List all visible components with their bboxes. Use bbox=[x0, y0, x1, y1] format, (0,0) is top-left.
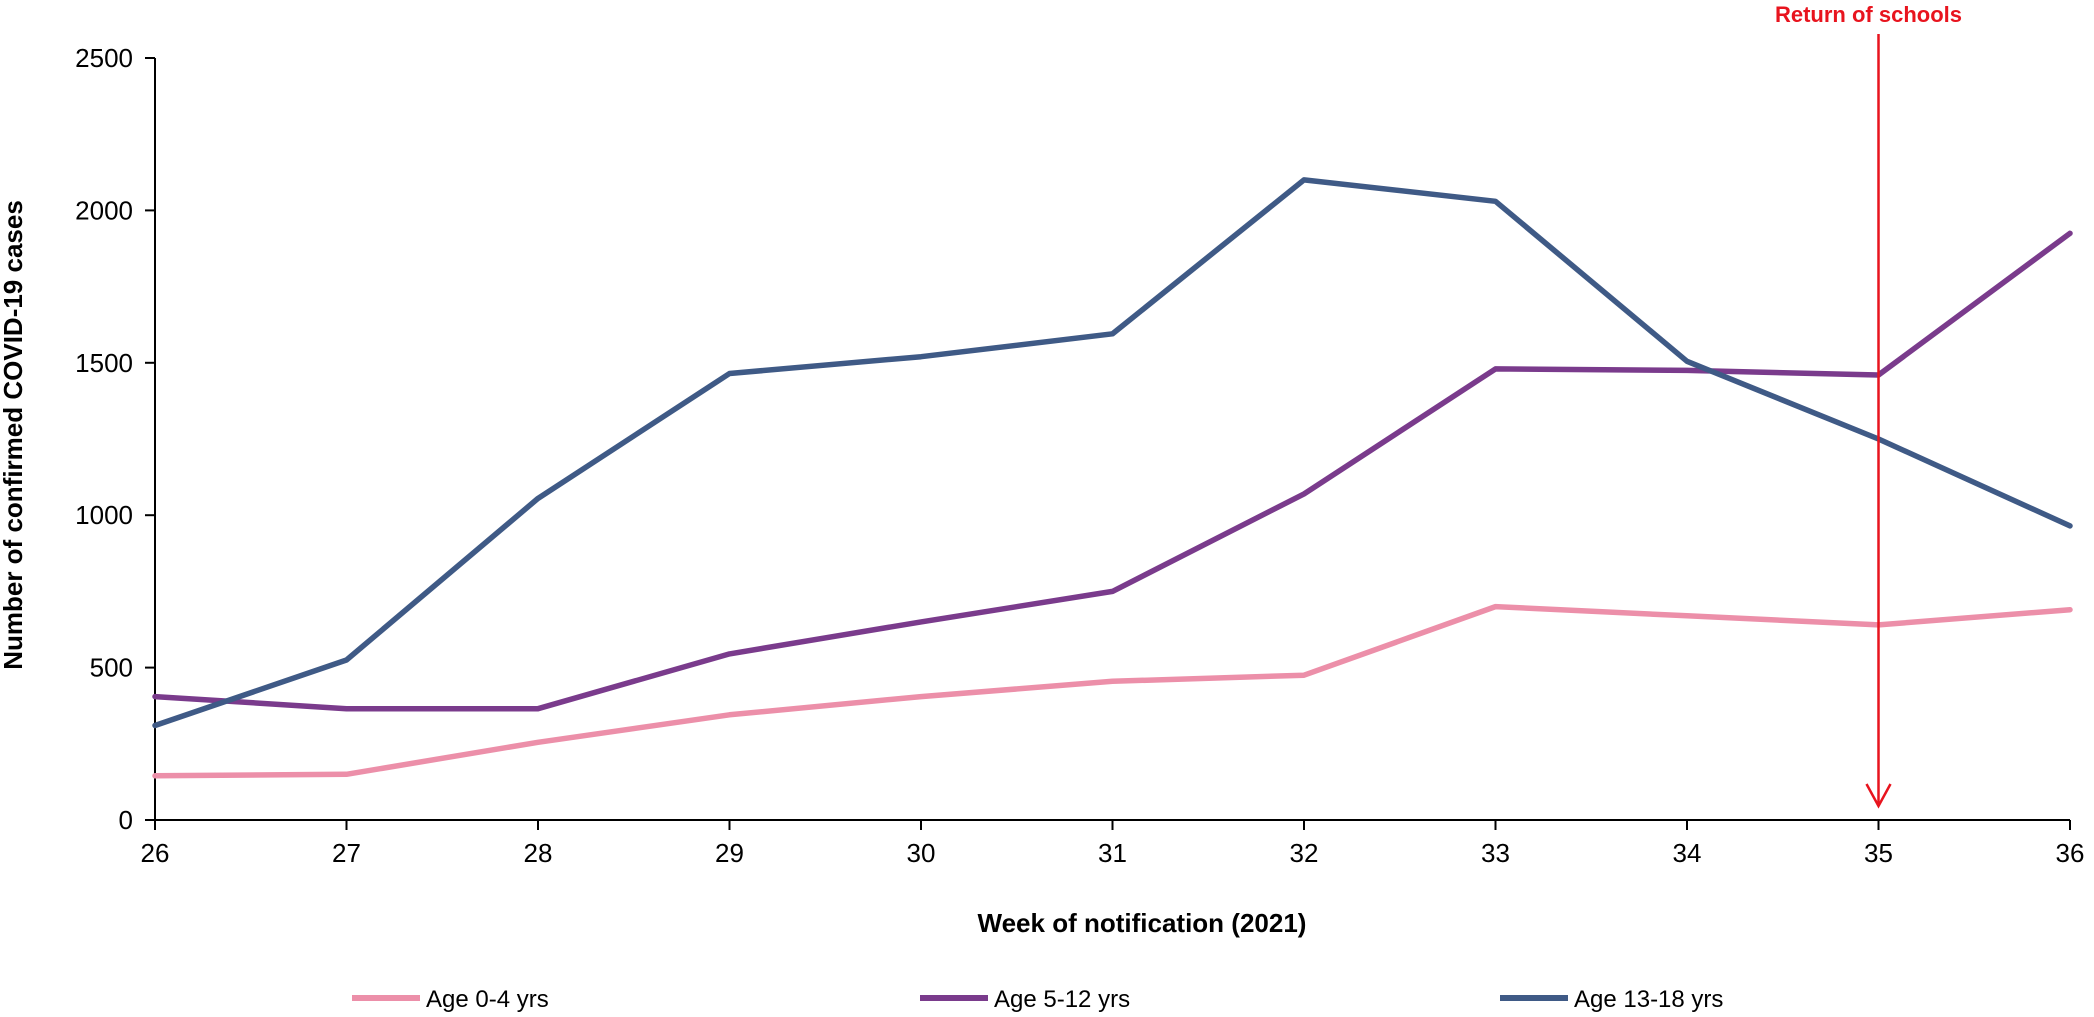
annotation-arrow-head bbox=[1865, 783, 1892, 809]
x-tick-label: 33 bbox=[1481, 838, 1510, 868]
annotation-label: Return of schools bbox=[1775, 2, 1962, 27]
y-axis-title: Number of confirmed COVID-19 cases bbox=[0, 200, 28, 670]
legend: Age 0-4 yrs Age 5-12 yrs Age 13-18 yrs bbox=[352, 986, 1723, 1013]
y-tick-label: 1500 bbox=[75, 348, 133, 378]
x-tick-label: 29 bbox=[715, 838, 744, 868]
series-line-1 bbox=[152, 603, 2073, 779]
y-tick-label: 2000 bbox=[75, 195, 133, 225]
legend-label-2: Age 5-12 yrs bbox=[994, 986, 1130, 1013]
series-line-3 bbox=[152, 177, 2073, 729]
x-tick-label: 31 bbox=[1098, 838, 1127, 868]
series-lines bbox=[152, 177, 2073, 779]
x-tick-label: 28 bbox=[524, 838, 553, 868]
y-tick-label: 2500 bbox=[75, 43, 133, 73]
x-tick-label: 34 bbox=[1673, 838, 1702, 868]
legend-label-1: Age 0-4 yrs bbox=[426, 986, 549, 1013]
annotations: Return of schools bbox=[1775, 2, 1962, 809]
x-tick-label: 32 bbox=[1290, 838, 1319, 868]
x-tick-label: 27 bbox=[332, 838, 361, 868]
x-tick-label: 30 bbox=[907, 838, 936, 868]
series-line-2 bbox=[152, 230, 2073, 712]
x-axis-title: Week of notification (2021) bbox=[978, 908, 1307, 938]
axes: 0 500 1000 1500 2000 2500 26 27 28 29 30 31 32 33 34 35… bbox=[75, 43, 2084, 868]
y-tick-label: 1000 bbox=[75, 500, 133, 530]
x-tick-label: 36 bbox=[2056, 838, 2085, 868]
legend-label-3: Age 13-18 yrs bbox=[1574, 986, 1723, 1013]
y-tick-label: 0 bbox=[119, 805, 133, 835]
x-tick-label: 35 bbox=[1864, 838, 1893, 868]
x-tick-label: 26 bbox=[141, 838, 170, 868]
y-tick-label: 500 bbox=[90, 653, 133, 683]
